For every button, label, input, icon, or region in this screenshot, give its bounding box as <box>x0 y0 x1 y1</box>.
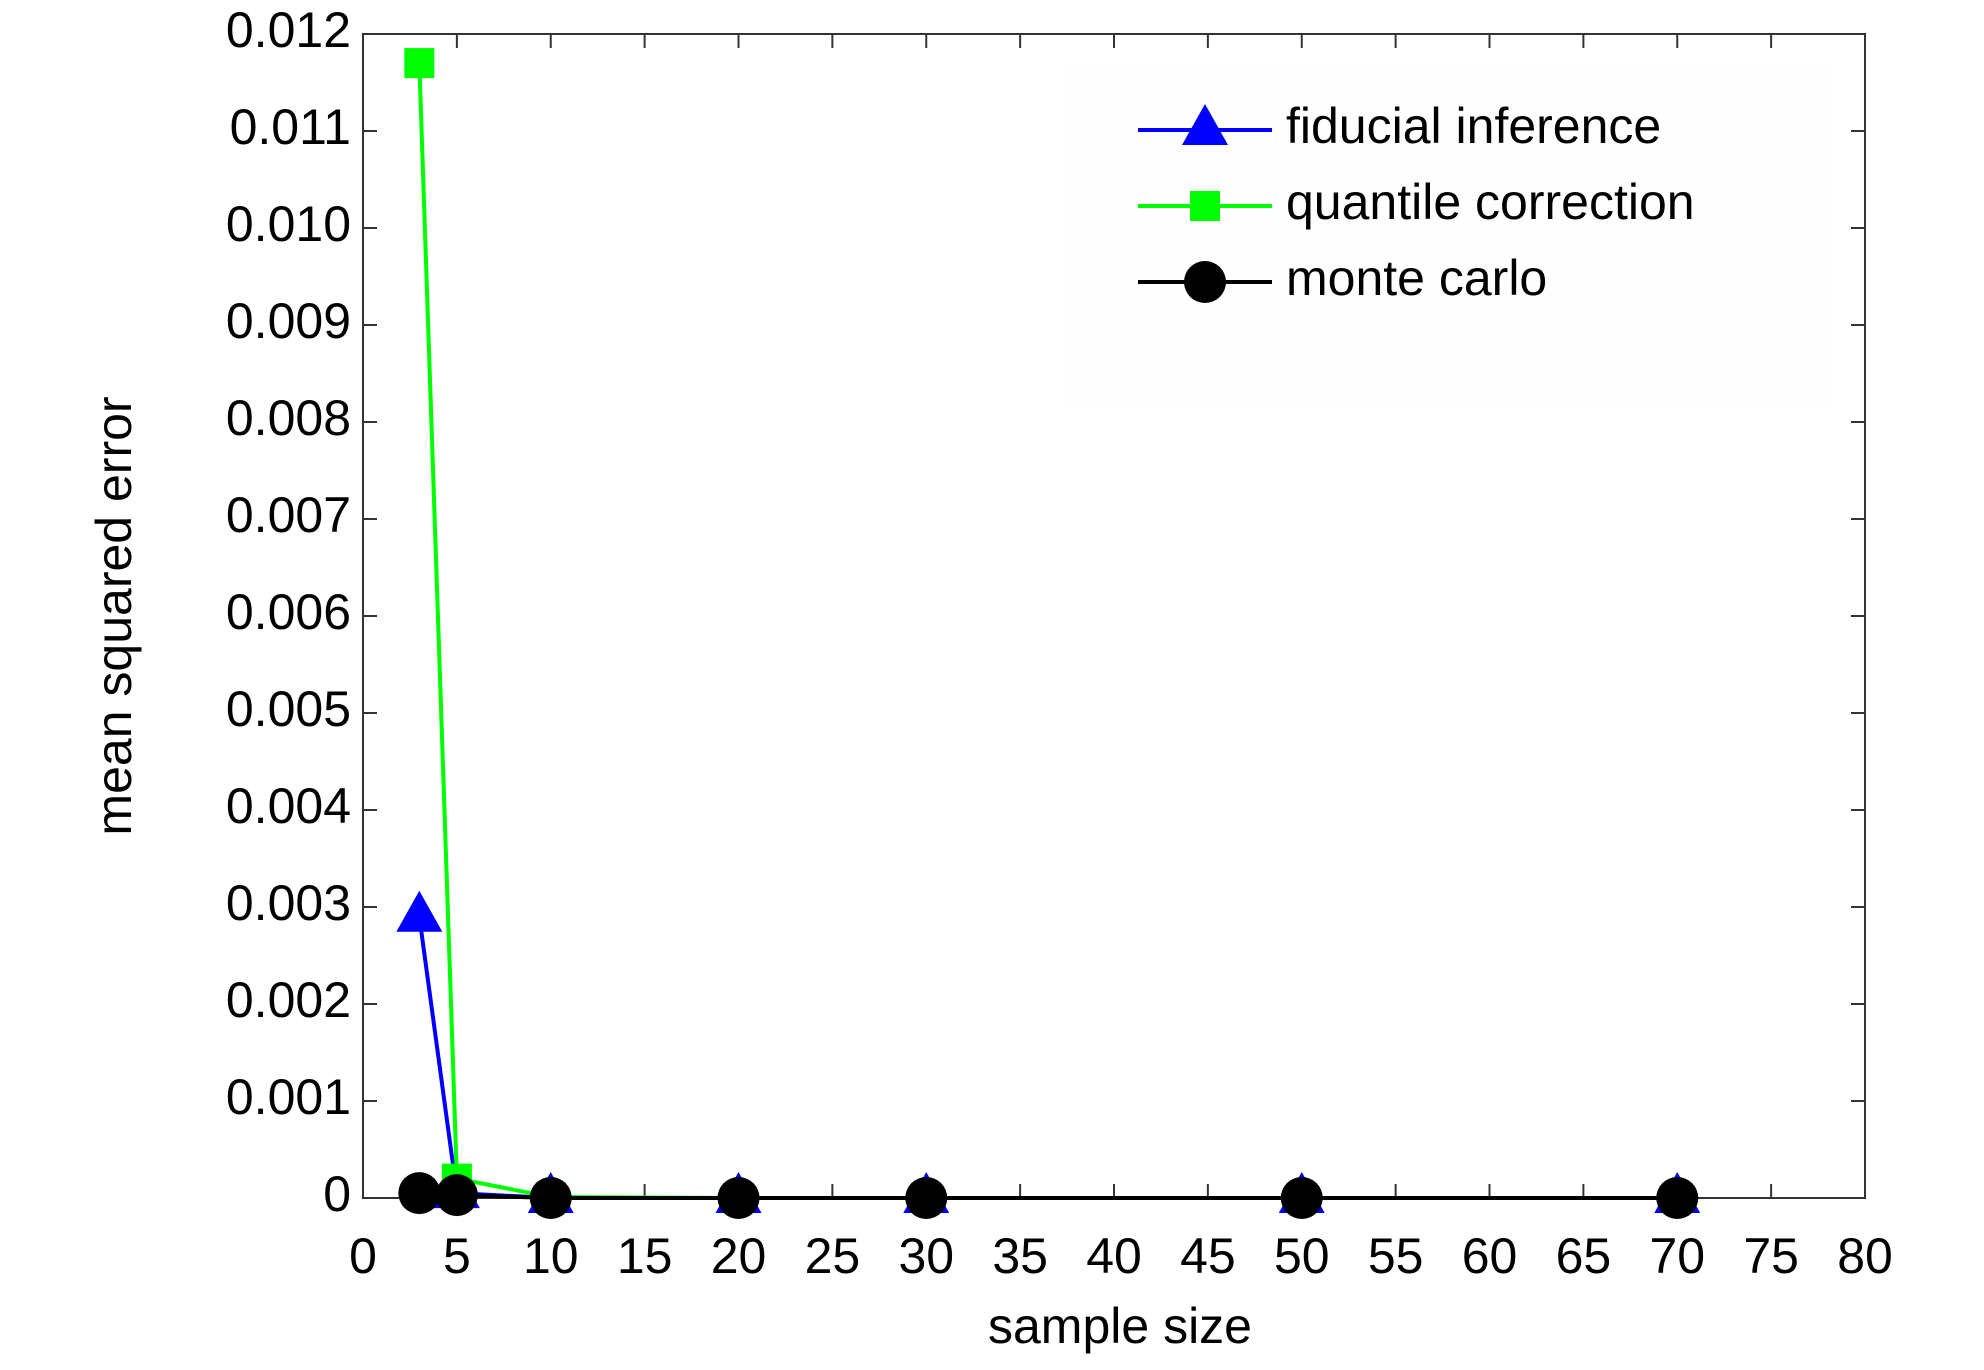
x-tick-label: 75 <box>1743 1228 1799 1284</box>
y-tick-label: 0.005 <box>226 681 351 737</box>
series-line <box>417 916 1678 1200</box>
x-tick-label: 80 <box>1837 1228 1893 1284</box>
x-tick-label: 45 <box>1180 1228 1236 1284</box>
x-tick-label: 70 <box>1649 1228 1705 1284</box>
y-tick-label: 0.011 <box>230 99 351 155</box>
marker <box>398 1172 441 1215</box>
marker <box>404 48 435 79</box>
x-tick-label: 20 <box>711 1228 767 1284</box>
marker <box>905 1177 948 1219</box>
marker <box>396 890 443 932</box>
x-tick-label: 60 <box>1462 1228 1518 1284</box>
marker <box>1656 1177 1699 1219</box>
marker <box>435 1174 478 1217</box>
x-tick-label: 5 <box>443 1228 471 1284</box>
y-tick-label: 0.003 <box>226 875 351 931</box>
x-tick-label: 25 <box>805 1228 861 1284</box>
marker <box>1184 261 1226 303</box>
y-tick-label: 0.008 <box>226 390 351 446</box>
x-tick-label: 50 <box>1274 1228 1330 1284</box>
legend-label: quantile correction <box>1286 174 1695 230</box>
y-tick-label: 0.006 <box>226 584 351 640</box>
marker <box>529 1177 572 1219</box>
x-tick-label: 40 <box>1086 1228 1142 1284</box>
y-axis-label: mean squared error <box>86 396 142 835</box>
y-tick-label: 0.009 <box>226 293 351 349</box>
y-tick-label: 0.012 <box>226 2 351 58</box>
y-tick-label: 0 <box>323 1166 351 1222</box>
x-tick-label: 10 <box>523 1228 579 1284</box>
y-tick-label: 0.010 <box>226 196 351 252</box>
legend-label: fiducial inference <box>1286 98 1661 154</box>
x-tick-label: 35 <box>992 1228 1048 1284</box>
legend-label: monte carlo <box>1286 250 1547 306</box>
marker <box>1280 1177 1323 1219</box>
y-tick-label: 0.004 <box>226 778 351 834</box>
x-tick-label: 55 <box>1368 1228 1424 1284</box>
legend-box <box>1062 64 1835 409</box>
x-tick-label: 15 <box>617 1228 673 1284</box>
marker <box>1182 104 1228 145</box>
marker <box>1190 191 1220 221</box>
y-tick-label: 0.001 <box>226 1069 351 1125</box>
x-axis-label: sample size <box>988 1298 1252 1354</box>
x-tick-label: 0 <box>349 1228 377 1284</box>
x-tick-label: 65 <box>1556 1228 1612 1284</box>
y-tick-label: 0.002 <box>226 972 351 1028</box>
x-tick-label: 30 <box>898 1228 954 1284</box>
marker <box>717 1177 760 1219</box>
y-tick-label: 0.007 <box>226 487 351 543</box>
